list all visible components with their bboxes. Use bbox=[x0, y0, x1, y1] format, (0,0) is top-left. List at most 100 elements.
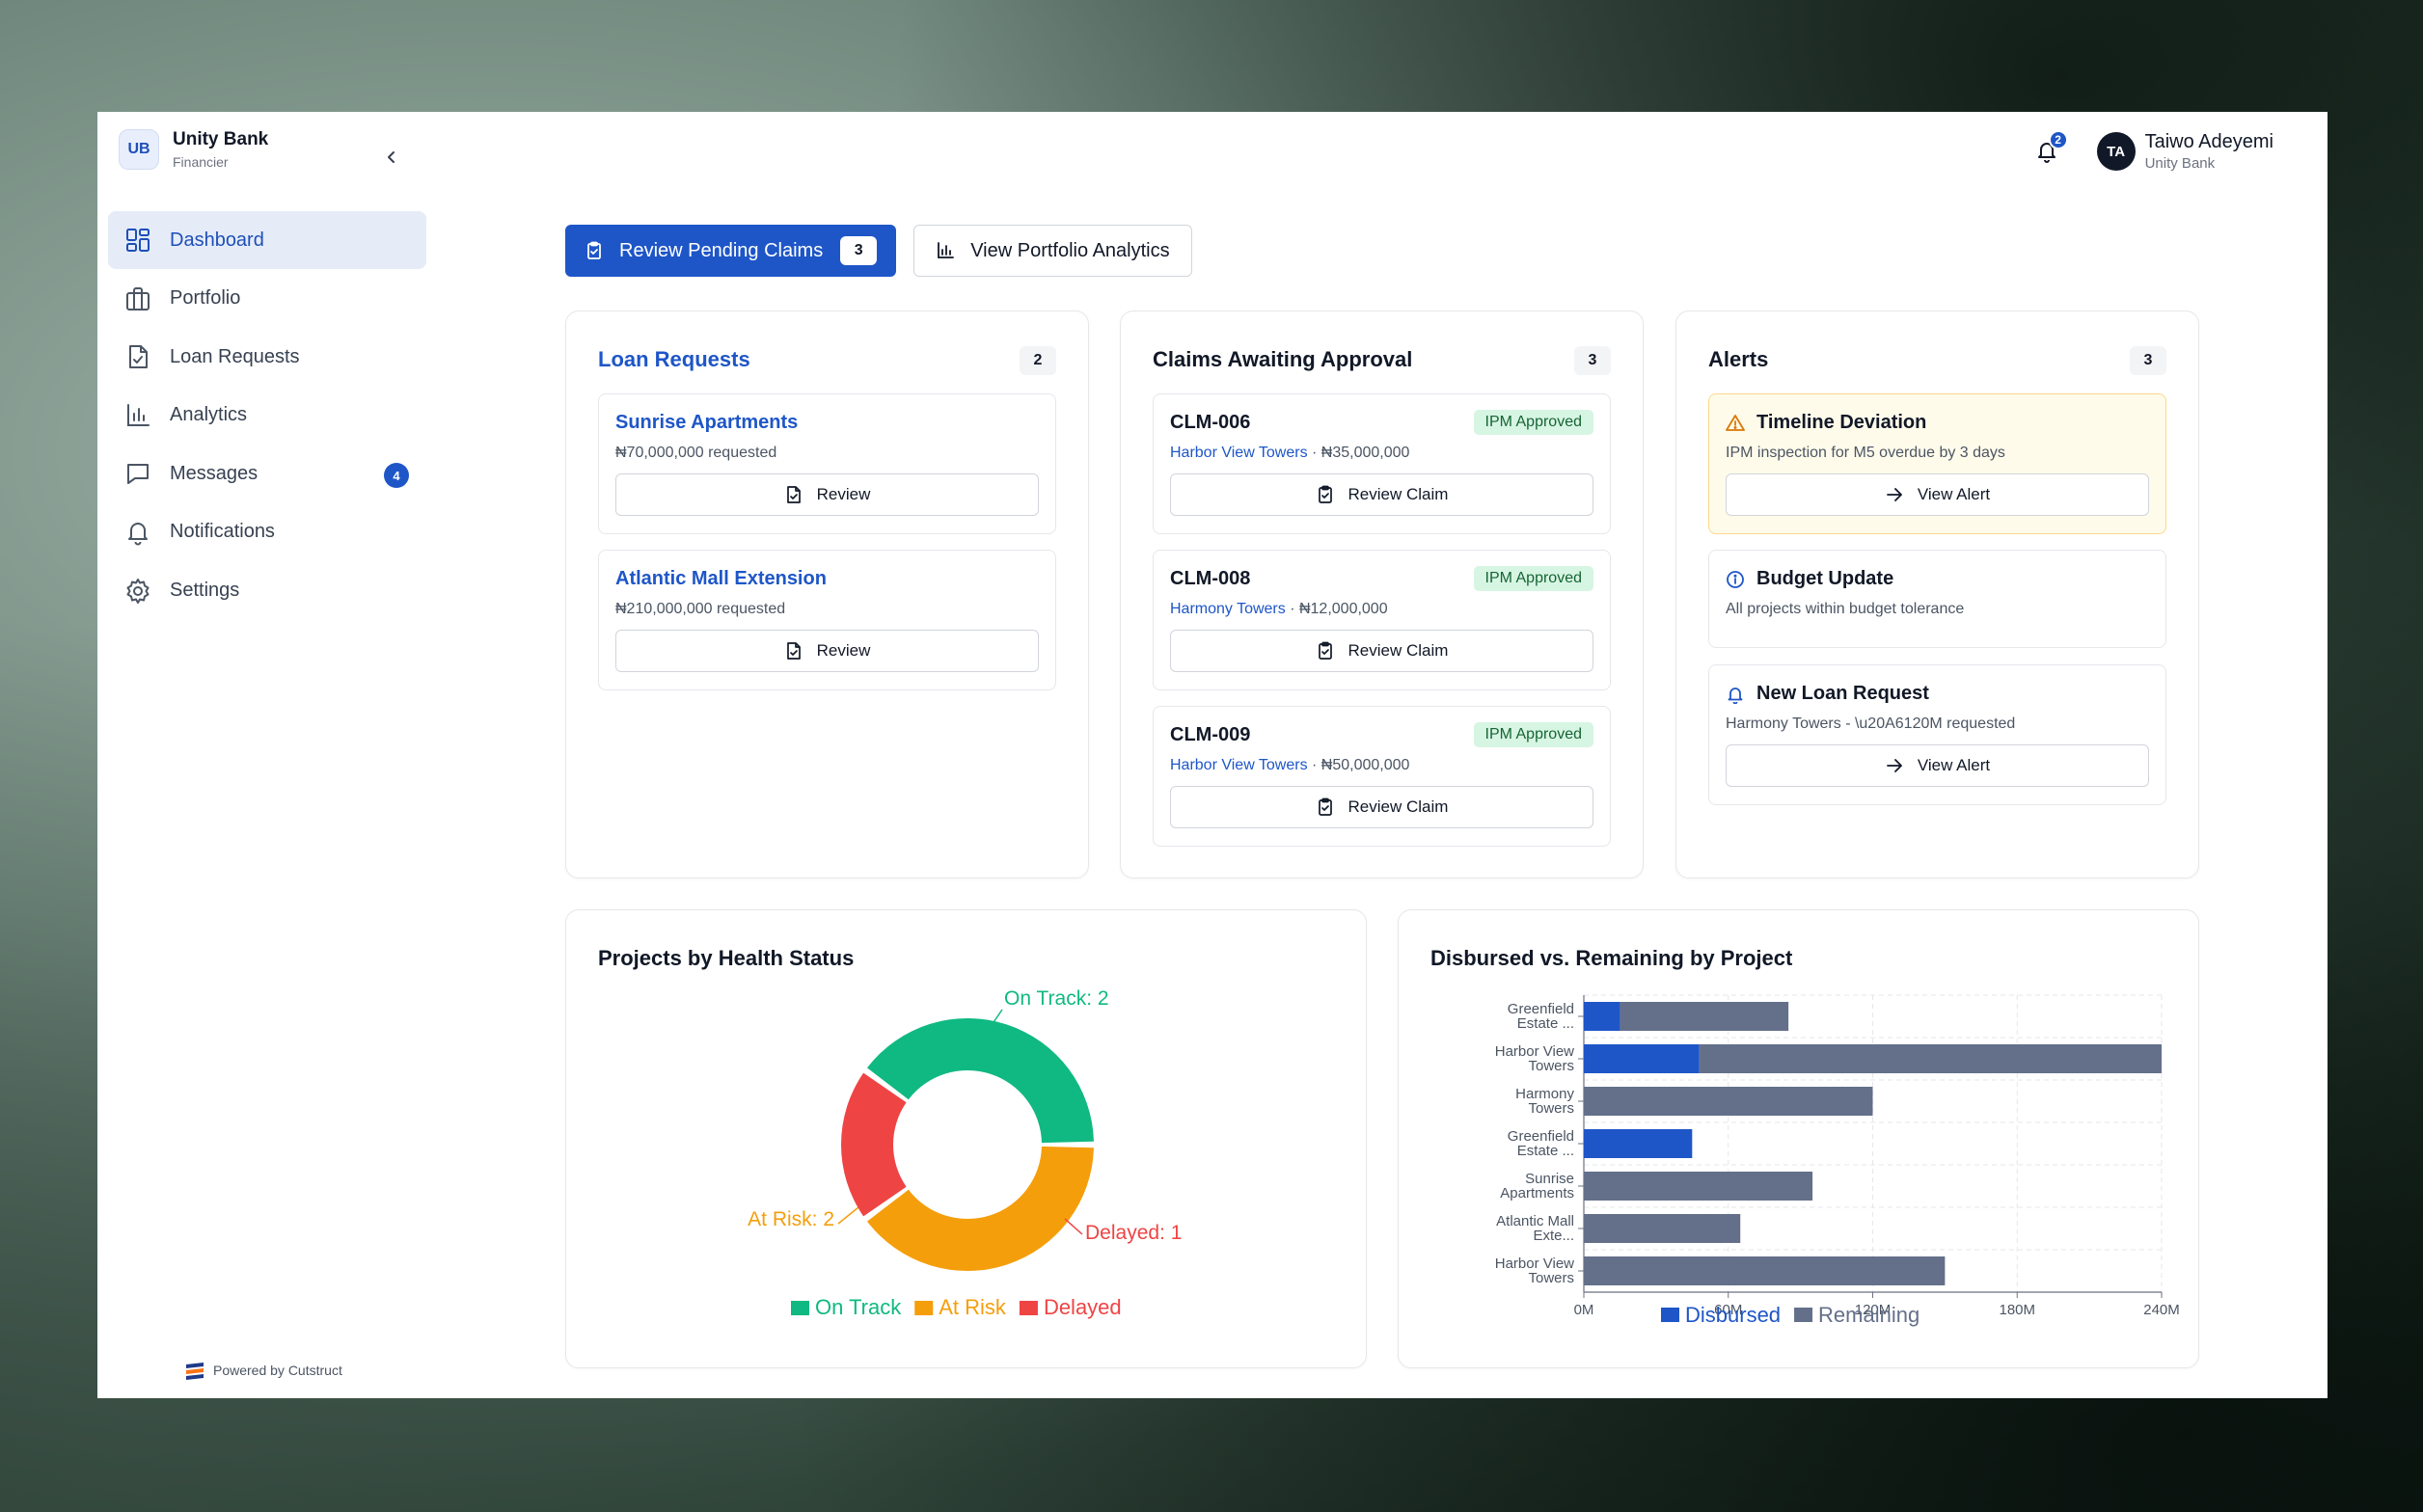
bar-disbursed[interactable] bbox=[1584, 1044, 1700, 1073]
clipboard-check-icon bbox=[585, 241, 604, 260]
legend-swatch bbox=[1794, 1308, 1813, 1322]
slice-label: Delayed: 1 bbox=[1085, 1222, 1182, 1244]
slice-label: At Risk: 2 bbox=[748, 1208, 834, 1230]
sidebar-item-settings[interactable]: Settings bbox=[108, 562, 426, 620]
legend-swatch bbox=[791, 1301, 809, 1315]
loan-request-name[interactable]: Atlantic Mall Extension bbox=[615, 568, 827, 589]
sidebar: UB Unity Bank Financier Dashboard Portfo… bbox=[97, 112, 437, 1398]
powered-by: Powered by Cutstruct bbox=[184, 1360, 342, 1381]
avatar[interactable]: TA bbox=[2096, 132, 2136, 171]
disbursed-remaining-bar-chart: 0M 60M 120M 180M 240M Greenfield Estate ... Har… bbox=[1495, 994, 2180, 1327]
review-claim-label: Review Claim bbox=[1348, 797, 1449, 816]
view-alert-button[interactable]: View Alert bbox=[1726, 744, 2149, 787]
file-check-icon bbox=[784, 485, 803, 504]
pie-slice-at-risk[interactable] bbox=[866, 1146, 1094, 1271]
sidebar-item-analytics[interactable]: Analytics bbox=[108, 387, 426, 445]
review-button[interactable]: Review bbox=[615, 473, 1039, 516]
powered-by-text: Powered by Cutstruct bbox=[213, 1363, 342, 1378]
warning-icon bbox=[1726, 414, 1745, 433]
slice-label-leader bbox=[987, 1009, 1003, 1032]
collapse-sidebar-button[interactable] bbox=[377, 143, 406, 172]
clipboard-check-icon bbox=[1316, 485, 1335, 504]
arrow-right-icon bbox=[1885, 756, 1904, 775]
review-claim-button[interactable]: Review Claim bbox=[1170, 786, 1593, 828]
brand-name: Unity Bank bbox=[173, 129, 269, 149]
review-claim-button[interactable]: Review Claim bbox=[1170, 630, 1593, 672]
loan-requests-card: Loan Requests 2 Sunrise Apartments ₦70,0… bbox=[565, 310, 1089, 878]
x-tick-label: 180M bbox=[1999, 1302, 2035, 1318]
review-pending-claims-button[interactable]: Review Pending Claims 3 bbox=[565, 225, 897, 277]
y-tick-label: Atlantic Mall Exte... bbox=[1496, 1213, 1574, 1244]
slice-label: On Track: 2 bbox=[1004, 987, 1109, 1010]
pie-slice-on-track[interactable] bbox=[866, 1018, 1094, 1144]
claim-item: CLM-006 IPM Approved Harbor View Towers … bbox=[1153, 393, 1611, 534]
loan-request-item: Atlantic Mall Extension ₦210,000,000 req… bbox=[598, 550, 1056, 690]
info-icon bbox=[1726, 570, 1745, 589]
disbursed-remaining-chart-card: Disbursed vs. Remaining by Project 0M 60M… bbox=[1398, 909, 2199, 1368]
notifications-button[interactable]: 2 bbox=[2029, 130, 2068, 169]
sidebar-item-dashboard[interactable]: Dashboard bbox=[108, 211, 426, 269]
sidebar-nav: Dashboard Portfolio Loan Requests Analyt… bbox=[108, 211, 426, 620]
legend-swatch bbox=[914, 1301, 934, 1315]
legend-item[interactable]: Delayed bbox=[1044, 1295, 1122, 1319]
view-portfolio-analytics-button[interactable]: View Portfolio Analytics bbox=[913, 225, 1192, 277]
bar-remaining[interactable] bbox=[1584, 1172, 1813, 1201]
y-tick-label: Greenfield Estate ... bbox=[1508, 1128, 1574, 1159]
claim-project-link[interactable]: Harmony Towers bbox=[1170, 601, 1286, 617]
review-button[interactable]: Review bbox=[615, 630, 1039, 672]
sidebar-item-label: Notifications bbox=[170, 521, 275, 543]
brand-role: Financier bbox=[173, 154, 229, 170]
claim-project-link[interactable]: Harbor View Towers bbox=[1170, 757, 1308, 773]
user-org: Unity Bank bbox=[2144, 155, 2216, 172]
loan-request-amount: ₦210,000,000 requested bbox=[615, 601, 786, 617]
x-tick-label: 120M bbox=[1855, 1302, 1892, 1318]
bar-disbursed[interactable] bbox=[1584, 1129, 1693, 1158]
x-tick-label: 60M bbox=[1714, 1302, 1742, 1318]
bar-remaining[interactable] bbox=[1620, 1002, 1789, 1031]
claim-amount: · ₦35,000,000 bbox=[1307, 445, 1410, 461]
status-badge: IPM Approved bbox=[1473, 722, 1593, 747]
alert-title-text: Timeline Deviation bbox=[1756, 412, 1927, 433]
chart-title: Disbursed vs. Remaining by Project bbox=[1430, 946, 1793, 970]
health-status-donut-chart: On Track: 2 At Risk: 2 Delayed: 1 On Track A… bbox=[748, 987, 1182, 1319]
sidebar-item-messages[interactable]: Messages 4 bbox=[108, 445, 426, 502]
alert-title-text: New Loan Request bbox=[1756, 683, 1929, 704]
claim-details: Harbor View Towers · ₦50,000,000 bbox=[1170, 757, 1409, 774]
brand: UB Unity Bank Financier bbox=[119, 129, 268, 170]
claim-id: CLM-006 bbox=[1170, 412, 1251, 433]
legend-item[interactable]: Disbursed bbox=[1685, 1303, 1781, 1327]
bar-remaining[interactable] bbox=[1699, 1044, 2162, 1073]
legend-item[interactable]: At Risk bbox=[939, 1295, 1007, 1319]
chevron-left-icon bbox=[388, 151, 395, 163]
legend-swatch bbox=[1019, 1301, 1038, 1315]
loan-request-name[interactable]: Sunrise Apartments bbox=[615, 412, 799, 433]
sidebar-item-loan-requests[interactable]: Loan Requests bbox=[108, 328, 426, 386]
clipboard-check-icon bbox=[1316, 797, 1335, 817]
loan-requests-title[interactable]: Loan Requests bbox=[598, 347, 750, 371]
chart-title: Projects by Health Status bbox=[598, 946, 855, 970]
review-claim-button[interactable]: Review Claim bbox=[1170, 473, 1593, 516]
bar-remaining[interactable] bbox=[1584, 1087, 1873, 1116]
sidebar-item-notifications[interactable]: Notifications bbox=[108, 503, 426, 561]
alert-title-text: Budget Update bbox=[1756, 568, 1894, 589]
sidebar-item-label: Loan Requests bbox=[170, 345, 300, 367]
sidebar-item-portfolio[interactable]: Portfolio bbox=[108, 270, 426, 328]
alerts-card: Alerts 3 Timeline Deviation IPM inspecti… bbox=[1675, 310, 2199, 878]
claim-project-link[interactable]: Harbor View Towers bbox=[1170, 445, 1308, 461]
header-user-area: 2 TA Taiwo Adeyemi Unity Bank bbox=[2029, 130, 2273, 172]
claim-id: CLM-008 bbox=[1170, 568, 1251, 589]
pie-slice-delayed[interactable] bbox=[841, 1072, 907, 1217]
briefcase-icon bbox=[123, 284, 152, 313]
loan-requests-count: 2 bbox=[1020, 346, 1056, 375]
bar-remaining[interactable] bbox=[1584, 1214, 1741, 1243]
bar-disbursed[interactable] bbox=[1584, 1002, 1620, 1031]
alert-title: Budget Update bbox=[1726, 568, 1893, 590]
alerts-title: Alerts bbox=[1708, 347, 1769, 371]
y-tick-label: Harbor View Towers bbox=[1495, 1256, 1574, 1286]
view-alert-button[interactable]: View Alert bbox=[1726, 473, 2149, 516]
legend-item[interactable]: On Track bbox=[815, 1295, 902, 1319]
bar-remaining[interactable] bbox=[1584, 1256, 1946, 1285]
legend-item[interactable]: Remaining bbox=[1818, 1303, 1919, 1327]
view-alert-label: View Alert bbox=[1917, 485, 1991, 503]
bar-chart-icon bbox=[123, 401, 152, 430]
